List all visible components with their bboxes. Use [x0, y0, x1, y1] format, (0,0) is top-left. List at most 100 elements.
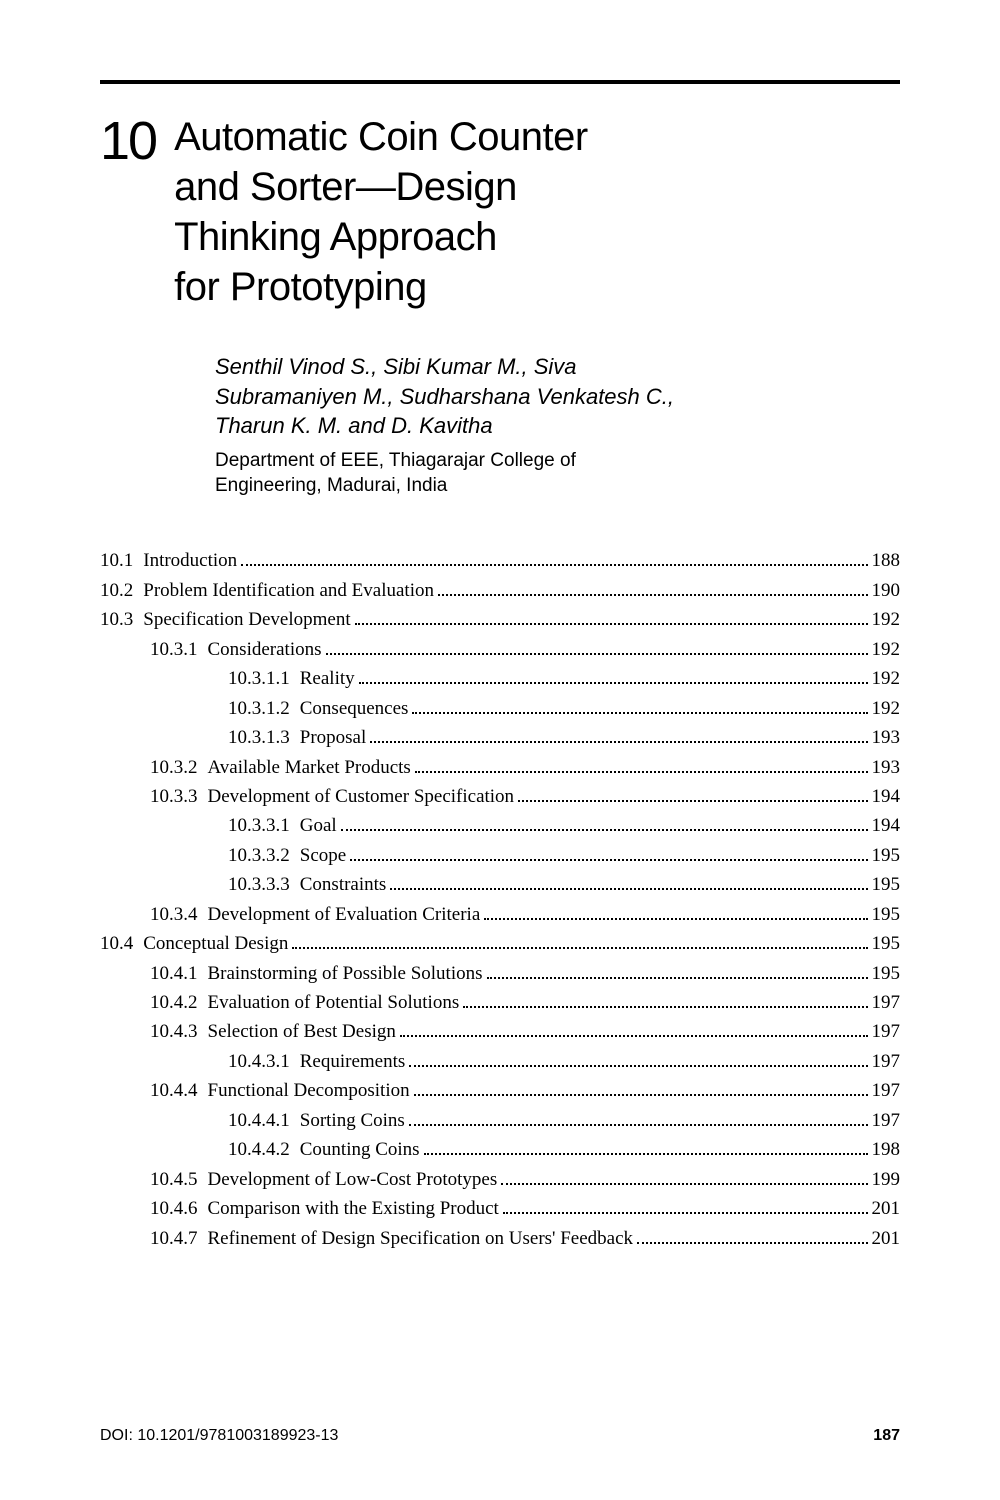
- toc-entry-label: Brainstorming of Possible Solutions: [208, 959, 483, 988]
- toc-entry-label: Available Market Products: [208, 753, 411, 782]
- toc-entry-label: Functional Decomposition: [208, 1076, 410, 1105]
- toc-entry: 10.3.3.2Scope195: [100, 841, 900, 870]
- toc-entry-number: 10.4.1: [150, 959, 208, 988]
- toc-entry-page: 192: [872, 664, 901, 693]
- toc-leader-dots: [484, 918, 867, 920]
- toc-entry-label: Reality: [300, 664, 355, 693]
- table-of-contents: 10.1Introduction18810.2Problem Identific…: [100, 546, 900, 1253]
- toc-entry-page: 197: [872, 1106, 901, 1135]
- toc-entry-label: Sorting Coins: [300, 1106, 405, 1135]
- toc-entry-number: 10.3.2: [150, 753, 208, 782]
- toc-entry-number: 10.4.4.1: [228, 1106, 300, 1135]
- toc-entry-label: Conceptual Design: [143, 929, 288, 958]
- toc-entry: 10.3.2Available Market Products 193: [100, 753, 900, 782]
- toc-entry: 10.3.3Development of Customer Specificat…: [100, 782, 900, 811]
- toc-entry-page: 193: [872, 723, 901, 752]
- toc-entry-page: 195: [872, 929, 901, 958]
- toc-leader-dots: [341, 829, 868, 831]
- toc-leader-dots: [409, 1065, 867, 1067]
- toc-entry-page: 201: [872, 1224, 901, 1253]
- toc-entry-page: 190: [872, 576, 901, 605]
- toc-entry-page: 192: [872, 605, 901, 634]
- toc-entry-label: Proposal: [300, 723, 367, 752]
- toc-entry-page: 195: [872, 870, 901, 899]
- toc-entry: 10.3.4Development of Evaluation Criteria…: [100, 900, 900, 929]
- toc-entry-label: Introduction: [143, 546, 237, 575]
- toc-leader-dots: [350, 859, 867, 861]
- toc-entry-number: 10.3.1.2: [228, 694, 300, 723]
- toc-leader-dots: [292, 947, 867, 949]
- toc-leader-dots: [415, 771, 868, 773]
- toc-entry-label: Considerations: [208, 635, 322, 664]
- toc-entry-label: Development of Low-Cost Prototypes: [208, 1165, 498, 1194]
- toc-entry-page: 188: [872, 546, 901, 575]
- toc-entry-page: 195: [872, 900, 901, 929]
- toc-entry-label: Problem Identification and Evaluation: [143, 576, 434, 605]
- toc-entry-page: 197: [872, 1076, 901, 1105]
- toc-entry: 10.3Specification Development 192: [100, 605, 900, 634]
- toc-leader-dots: [409, 1124, 868, 1126]
- toc-entry-number: 10.4.6: [150, 1194, 208, 1223]
- toc-entry: 10.4.6Comparison with the Existing Produ…: [100, 1194, 900, 1223]
- toc-entry-page: 193: [872, 753, 901, 782]
- toc-entry: 10.4.4.1Sorting Coins 197: [100, 1106, 900, 1135]
- toc-entry-number: 10.4.2: [150, 988, 208, 1017]
- toc-leader-dots: [359, 682, 868, 684]
- toc-entry-label: Goal: [300, 811, 337, 840]
- toc-entry: 10.2Problem Identification and Evaluatio…: [100, 576, 900, 605]
- toc-entry-number: 10.4: [100, 929, 143, 958]
- toc-entry-label: Scope: [300, 841, 346, 870]
- toc-leader-dots: [518, 800, 867, 802]
- chapter-number: 10: [100, 114, 156, 168]
- top-rule: [100, 80, 900, 84]
- toc-entry-number: 10.3: [100, 605, 143, 634]
- toc-entry: 10.3.3.3Constraints 195: [100, 870, 900, 899]
- toc-entry-label: Consequences: [300, 694, 409, 723]
- toc-entry-number: 10.3.3: [150, 782, 208, 811]
- toc-entry-number: 10.3.4: [150, 900, 208, 929]
- toc-entry-page: 201: [872, 1194, 901, 1223]
- toc-entry: 10.4.4Functional Decomposition197: [100, 1076, 900, 1105]
- toc-leader-dots: [390, 888, 867, 890]
- toc-leader-dots: [503, 1212, 868, 1214]
- toc-entry: 10.4.3.1Requirements197: [100, 1047, 900, 1076]
- toc-entry-page: 192: [872, 635, 901, 664]
- toc-entry-number: 10.3.3.3: [228, 870, 300, 899]
- toc-entry-page: 197: [872, 1017, 901, 1046]
- toc-entry-page: 194: [872, 782, 901, 811]
- toc-entry: 10.4Conceptual Design 195: [100, 929, 900, 958]
- toc-entry-page: 198: [872, 1135, 901, 1164]
- toc-leader-dots: [637, 1242, 867, 1244]
- toc-entry-label: Specification Development: [143, 605, 350, 634]
- toc-entry-page: 197: [872, 1047, 901, 1076]
- toc-entry-label: Refinement of Design Specification on Us…: [208, 1224, 634, 1253]
- toc-leader-dots: [414, 1094, 868, 1096]
- toc-entry: 10.4.1Brainstorming of Possible Solution…: [100, 959, 900, 988]
- chapter-heading: 10 Automatic Coin Counterand Sorter—Desi…: [100, 112, 900, 312]
- toc-entry-page: 192: [872, 694, 901, 723]
- toc-entry-number: 10.4.4.2: [228, 1135, 300, 1164]
- toc-entry: 10.4.3Selection of Best Design197: [100, 1017, 900, 1046]
- toc-entry: 10.3.1.2Consequences 192: [100, 694, 900, 723]
- toc-entry-number: 10.3.1: [150, 635, 208, 664]
- toc-leader-dots: [412, 712, 867, 714]
- toc-entry-number: 10.4.3: [150, 1017, 208, 1046]
- toc-leader-dots: [241, 564, 867, 566]
- toc-entry-number: 10.3.1.1: [228, 664, 300, 693]
- toc-entry: 10.3.1.1Reality 192: [100, 664, 900, 693]
- toc-leader-dots: [438, 594, 868, 596]
- toc-entry-page: 197: [872, 988, 901, 1017]
- toc-entry-number: 10.2: [100, 576, 143, 605]
- affiliation: Department of EEE, Thiagarajar College o…: [215, 449, 900, 498]
- toc-entry-label: Requirements: [300, 1047, 406, 1076]
- doi-text: DOI: 10.1201/9781003189923-13: [100, 1427, 338, 1445]
- toc-entry-number: 10.3.3.2: [228, 841, 300, 870]
- toc-entry-page: 194: [872, 811, 901, 840]
- toc-entry-label: Constraints: [300, 870, 387, 899]
- toc-leader-dots: [370, 741, 867, 743]
- toc-entry-label: Comparison with the Existing Product: [208, 1194, 499, 1223]
- toc-entry-number: 10.4.7: [150, 1224, 208, 1253]
- toc-entry: 10.3.3.1Goal194: [100, 811, 900, 840]
- toc-leader-dots: [463, 1006, 867, 1008]
- toc-entry-label: Evaluation of Potential Solutions: [208, 988, 460, 1017]
